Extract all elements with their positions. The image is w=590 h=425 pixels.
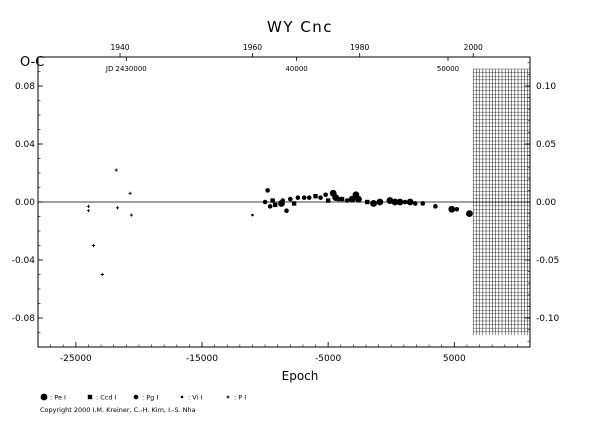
data-point	[288, 196, 293, 202]
legend-marker	[226, 395, 230, 399]
data-point	[251, 213, 254, 217]
data-point	[448, 205, 456, 213]
data-point	[306, 195, 312, 200]
data-point	[355, 195, 362, 203]
top-year-label: 2000	[464, 43, 483, 52]
top-jd-label: 50000	[437, 65, 459, 73]
x-tick-label: -25000	[60, 354, 92, 364]
y-tick-label: 0.04	[15, 140, 35, 150]
legend-marker	[87, 394, 93, 400]
data-point	[265, 188, 270, 193]
axis-ticks: -25000 -15000 -5000 5000 -0.08 -0.04 0.00 0.04 0…	[12, 43, 560, 364]
data-point	[86, 209, 91, 213]
data-point	[318, 195, 323, 200]
right-y-tick-label: -0.10	[536, 314, 560, 324]
data-point	[466, 210, 473, 218]
top-year-label: 1980	[350, 43, 369, 52]
data-point	[267, 204, 273, 209]
data-point	[406, 198, 414, 206]
data-point	[323, 192, 328, 198]
data-point	[433, 204, 438, 209]
data-point	[100, 272, 104, 277]
legend-marker	[133, 394, 139, 400]
y-tick-label: 0.08	[15, 82, 35, 92]
legend-label: : Pg I	[142, 394, 158, 402]
data-point	[325, 198, 331, 203]
copyright-text: Copyright 2000 I.M. Kreiner, C.-H. Kim, …	[40, 406, 196, 414]
data-point	[86, 204, 91, 208]
right-y-tick-label: 0.05	[536, 140, 556, 150]
x-axis-label: Epoch	[282, 369, 319, 383]
data-point	[391, 198, 399, 206]
y-tick-label: -0.04	[12, 256, 36, 266]
data-point	[284, 208, 289, 213]
y-tick-label: -0.08	[12, 314, 36, 324]
data-point	[129, 213, 133, 217]
x-tick-label: -15000	[186, 354, 218, 364]
legend-label: : Vi I	[188, 394, 202, 402]
data-point	[91, 243, 96, 248]
data-point	[420, 201, 426, 206]
right-y-tick-label: 0.10	[536, 82, 556, 92]
data-point	[376, 198, 384, 206]
data-point	[128, 191, 132, 195]
chart-title: WY Cnc	[267, 18, 333, 36]
right-y-tick-label: -0.05	[536, 256, 559, 266]
data-point	[344, 198, 350, 203]
top-jd-label: JD 2430000	[105, 65, 147, 73]
legend-label: : P I	[234, 394, 246, 402]
top-year-label: 1940	[110, 43, 129, 52]
data-point	[365, 199, 370, 205]
data-point	[280, 198, 286, 203]
data-point	[114, 168, 118, 172]
legend-marker	[40, 393, 48, 401]
right-y-tick-label: 0.00	[536, 198, 556, 208]
data-point	[370, 200, 377, 207]
x-tick-label: -5000	[315, 354, 341, 364]
data-point	[402, 199, 408, 205]
data-point	[115, 206, 120, 210]
legend-label: : Pe I	[50, 394, 66, 402]
data-point	[335, 196, 341, 202]
data-point	[262, 199, 268, 205]
legend: : Pe I : Ccd I : Pg I : Vi I : P I	[40, 393, 246, 402]
data-point	[301, 195, 307, 200]
data-points	[86, 168, 473, 277]
y-tick-label: 0.00	[15, 198, 35, 208]
legend-label: : Ccd I	[96, 394, 117, 402]
top-jd-label: 40000	[285, 65, 307, 73]
legend-marker	[180, 395, 184, 399]
data-point	[339, 196, 345, 202]
data-point	[454, 206, 460, 212]
data-point	[295, 195, 301, 200]
top-year-label: 1960	[243, 43, 262, 52]
data-point	[272, 202, 278, 208]
data-point	[270, 198, 275, 203]
x-tick-label: 5000	[443, 354, 466, 364]
data-point	[291, 201, 297, 206]
data-point	[313, 194, 318, 199]
data-point	[396, 198, 404, 206]
data-point	[412, 201, 418, 206]
